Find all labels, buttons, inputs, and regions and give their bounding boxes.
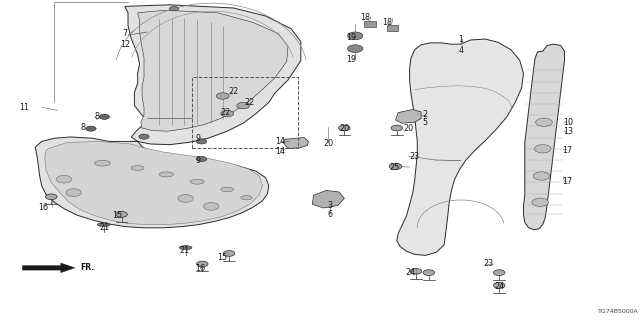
Circle shape xyxy=(532,198,548,206)
Circle shape xyxy=(116,212,127,217)
Ellipse shape xyxy=(159,172,173,177)
Text: 15: 15 xyxy=(218,253,228,262)
Circle shape xyxy=(348,45,363,52)
Text: 23: 23 xyxy=(410,152,420,161)
Circle shape xyxy=(56,175,72,183)
Circle shape xyxy=(204,203,219,210)
Text: 11: 11 xyxy=(19,103,29,112)
Circle shape xyxy=(170,6,179,11)
Polygon shape xyxy=(285,138,308,148)
Text: 9: 9 xyxy=(196,134,201,143)
Text: FR.: FR. xyxy=(81,263,95,272)
Ellipse shape xyxy=(97,223,110,227)
Bar xyxy=(192,77,298,148)
Circle shape xyxy=(237,102,250,109)
Ellipse shape xyxy=(131,166,144,170)
Text: 6: 6 xyxy=(327,210,332,219)
Circle shape xyxy=(391,125,403,131)
Polygon shape xyxy=(22,263,75,273)
Text: 16: 16 xyxy=(38,203,49,212)
Text: 24: 24 xyxy=(405,268,415,277)
Polygon shape xyxy=(524,44,564,230)
Circle shape xyxy=(216,93,229,99)
Text: 18: 18 xyxy=(360,13,370,22)
Circle shape xyxy=(410,268,422,274)
Text: 8: 8 xyxy=(95,112,100,121)
Text: 12: 12 xyxy=(120,40,130,49)
Ellipse shape xyxy=(95,160,111,166)
Circle shape xyxy=(339,125,350,131)
Circle shape xyxy=(348,32,363,40)
Circle shape xyxy=(66,189,81,196)
Text: 20: 20 xyxy=(339,124,349,133)
Bar xyxy=(387,25,398,31)
Circle shape xyxy=(493,283,505,288)
Text: 10: 10 xyxy=(563,118,573,127)
Text: 18: 18 xyxy=(382,18,392,27)
Circle shape xyxy=(221,110,234,117)
Text: 9: 9 xyxy=(196,156,201,165)
Ellipse shape xyxy=(190,179,204,184)
Polygon shape xyxy=(45,141,262,225)
Text: 16: 16 xyxy=(195,264,205,273)
Polygon shape xyxy=(312,190,344,208)
Circle shape xyxy=(99,114,109,119)
Text: TG74B5000A: TG74B5000A xyxy=(598,309,639,314)
Circle shape xyxy=(493,270,505,276)
Text: 17: 17 xyxy=(562,177,572,186)
Polygon shape xyxy=(397,39,524,255)
Text: 25: 25 xyxy=(389,163,399,172)
Circle shape xyxy=(533,172,550,180)
Text: 23: 23 xyxy=(483,260,493,268)
Text: 13: 13 xyxy=(563,127,573,136)
Polygon shape xyxy=(138,10,288,131)
Text: 24: 24 xyxy=(495,282,505,291)
Text: 5: 5 xyxy=(422,118,428,127)
Circle shape xyxy=(423,270,435,276)
Ellipse shape xyxy=(241,196,252,200)
Text: 19: 19 xyxy=(346,55,356,64)
Circle shape xyxy=(178,195,193,202)
Circle shape xyxy=(196,156,207,162)
Text: 3: 3 xyxy=(327,201,332,210)
Text: 17: 17 xyxy=(562,146,572,155)
Circle shape xyxy=(86,126,96,131)
Polygon shape xyxy=(396,109,421,123)
Circle shape xyxy=(139,134,149,139)
Circle shape xyxy=(196,139,207,144)
Text: 1: 1 xyxy=(458,35,463,44)
Circle shape xyxy=(536,118,552,126)
Text: 15: 15 xyxy=(112,211,122,220)
Circle shape xyxy=(45,194,57,200)
Text: 14: 14 xyxy=(275,147,285,156)
Ellipse shape xyxy=(221,187,234,192)
Text: 2: 2 xyxy=(422,110,428,119)
Text: 14: 14 xyxy=(275,137,285,146)
Circle shape xyxy=(196,261,208,267)
Text: 4: 4 xyxy=(458,46,463,55)
Polygon shape xyxy=(35,137,269,228)
Circle shape xyxy=(223,251,235,256)
Text: 7: 7 xyxy=(122,29,127,38)
Circle shape xyxy=(389,163,402,170)
Polygon shape xyxy=(125,5,301,145)
Text: 21: 21 xyxy=(99,223,109,232)
Text: 19: 19 xyxy=(346,33,356,42)
Text: 8: 8 xyxy=(81,124,86,132)
Circle shape xyxy=(534,145,551,153)
Text: 22: 22 xyxy=(221,108,231,117)
Text: 20: 20 xyxy=(323,140,333,148)
Text: 22: 22 xyxy=(244,98,255,107)
Bar xyxy=(364,21,376,27)
Text: 22: 22 xyxy=(228,87,239,96)
Text: 20: 20 xyxy=(403,124,413,133)
Text: 21: 21 xyxy=(179,246,189,255)
Ellipse shape xyxy=(179,246,192,250)
